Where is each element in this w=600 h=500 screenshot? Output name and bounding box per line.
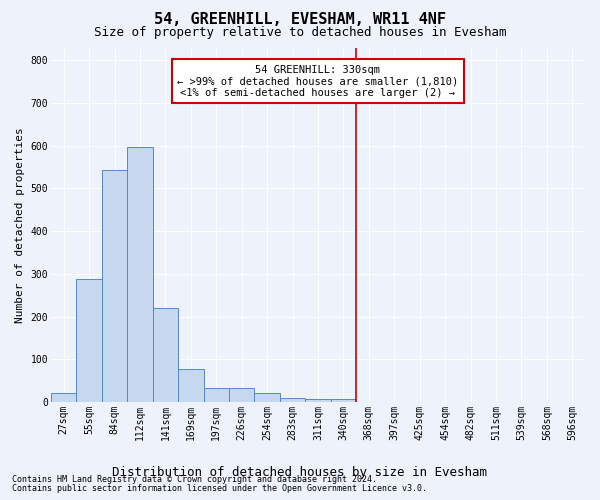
Bar (280, 398, 305, 402)
Bar (152, 308, 178, 402)
Text: Distribution of detached houses by size in Evesham: Distribution of detached houses by size … (113, 466, 487, 479)
Bar (51, 392, 76, 402)
Bar (76, 280, 102, 402)
Bar (127, 147, 152, 402)
Text: Contains public sector information licensed under the Open Government Licence v3: Contains public sector information licen… (12, 484, 427, 493)
Text: 54, GREENHILL, EVESHAM, WR11 4NF: 54, GREENHILL, EVESHAM, WR11 4NF (154, 12, 446, 28)
Y-axis label: Number of detached properties: Number of detached properties (15, 127, 25, 322)
Text: Size of property relative to detached houses in Evesham: Size of property relative to detached ho… (94, 26, 506, 39)
Bar (178, 368, 203, 402)
Bar (254, 392, 280, 402)
Bar (203, 388, 229, 402)
Text: Contains HM Land Registry data © Crown copyright and database right 2024.: Contains HM Land Registry data © Crown c… (12, 475, 377, 484)
Bar (229, 388, 254, 402)
Text: 54 GREENHILL: 330sqm
← >99% of detached houses are smaller (1,810)
<1% of semi-d: 54 GREENHILL: 330sqm ← >99% of detached … (178, 64, 458, 98)
Bar (305, 398, 331, 402)
Bar (331, 400, 356, 402)
Bar (102, 170, 127, 402)
